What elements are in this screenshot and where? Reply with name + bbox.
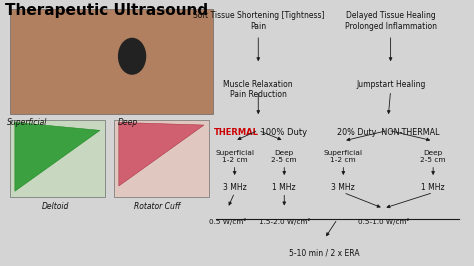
Text: Deltoid: Deltoid (41, 202, 69, 211)
Text: 3 MHz: 3 MHz (223, 183, 246, 192)
Text: Therapeutic Ultrasound: Therapeutic Ultrasound (5, 3, 209, 18)
Text: 1 MHz: 1 MHz (421, 183, 445, 192)
Text: Superficial: Superficial (7, 118, 47, 127)
Text: 1 MHz: 1 MHz (273, 183, 296, 192)
Text: 100% Duty: 100% Duty (258, 128, 308, 137)
Text: 0.5 W/cm²: 0.5 W/cm² (209, 218, 246, 225)
Text: Deep
2-5 cm: Deep 2-5 cm (272, 150, 297, 163)
Text: Rotator Cuff: Rotator Cuff (134, 202, 180, 211)
Text: Soft Tissue Shortening [Tightness]
Pain: Soft Tissue Shortening [Tightness] Pain (192, 11, 324, 31)
Polygon shape (119, 122, 204, 186)
Text: Muscle Relaxation
Pain Reduction: Muscle Relaxation Pain Reduction (223, 80, 293, 99)
Text: 5-10 min / 2 x ERA: 5-10 min / 2 x ERA (289, 248, 360, 257)
Text: Delayed Tissue Healing
Prolonged Inflammation: Delayed Tissue Healing Prolonged Inflamm… (345, 11, 437, 31)
Text: 1.5-2.0 W/cm²: 1.5-2.0 W/cm² (259, 218, 310, 225)
Bar (10, 9, 213, 114)
Bar (114, 120, 209, 197)
Bar (10, 120, 105, 197)
Ellipse shape (118, 38, 146, 75)
Text: THERMAL: THERMAL (213, 128, 258, 137)
Text: 3 MHz: 3 MHz (331, 183, 355, 192)
Text: Deep
2-5 cm: Deep 2-5 cm (420, 150, 446, 163)
Text: 0.5-1.0 W/cm²: 0.5-1.0 W/cm² (358, 218, 409, 225)
Polygon shape (15, 122, 100, 191)
Text: Jumpstart Healing: Jumpstart Healing (356, 80, 425, 89)
Text: Superficial
1-2 cm: Superficial 1-2 cm (324, 150, 363, 163)
Text: Superficial
1-2 cm: Superficial 1-2 cm (215, 150, 254, 163)
Text: 20% Duty  NON-THERMAL: 20% Duty NON-THERMAL (337, 128, 439, 137)
Text: Deep: Deep (118, 118, 138, 127)
